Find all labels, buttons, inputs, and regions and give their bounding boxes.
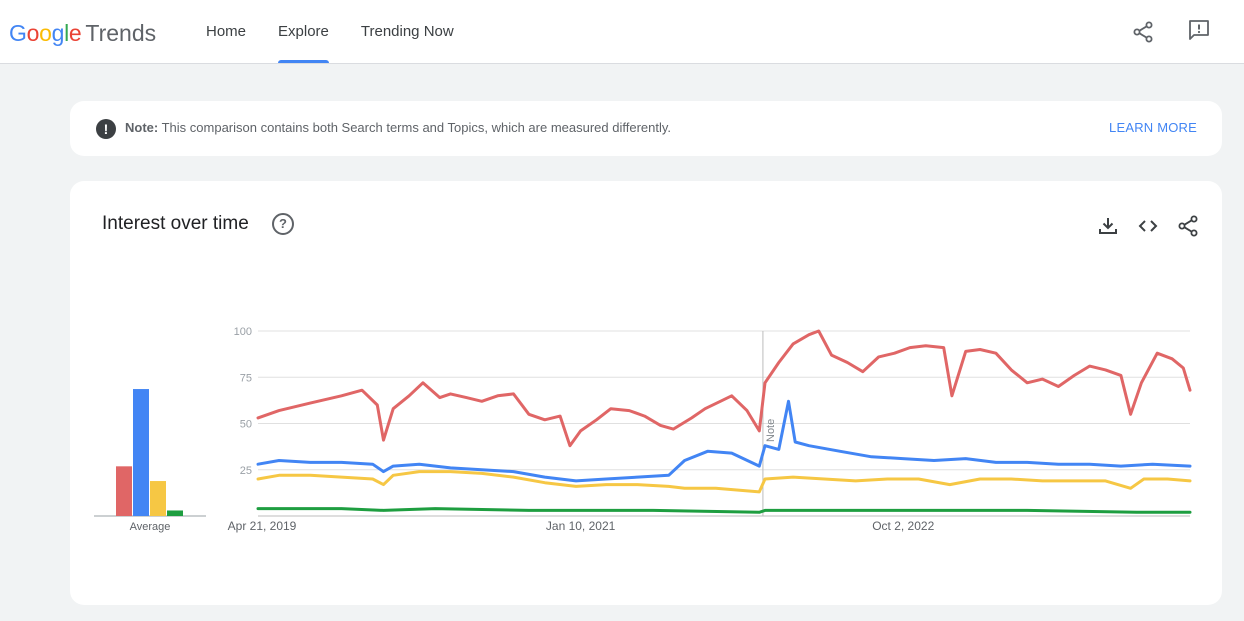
x-tick-label: Jan 10, 2021 bbox=[546, 519, 616, 533]
average-bar-2 bbox=[133, 389, 149, 516]
average-bar-3 bbox=[150, 481, 166, 516]
note-banner: ! Note: This comparison contains both Se… bbox=[70, 101, 1222, 156]
exclamation-icon: ! bbox=[96, 119, 116, 139]
main-nav: Home Explore Trending Now bbox=[190, 0, 470, 63]
top-bar: Google Trends Home Explore Trending Now bbox=[0, 0, 1244, 64]
card-actions bbox=[1096, 214, 1200, 238]
note-label: Note: bbox=[125, 120, 159, 135]
x-tick-label: Apr 21, 2019 bbox=[228, 519, 297, 533]
average-label: Average bbox=[130, 521, 171, 533]
series-line-2 bbox=[256, 399, 1192, 483]
x-tick-label: Oct 2, 2022 bbox=[872, 519, 934, 533]
embed-icon[interactable] bbox=[1136, 214, 1160, 238]
share-icon[interactable] bbox=[1131, 20, 1155, 44]
interest-over-time-card: Interest over time ? bbox=[70, 181, 1222, 605]
note-text: Note: This comparison contains both Sear… bbox=[125, 120, 671, 135]
feedback-icon[interactable] bbox=[1187, 18, 1211, 42]
average-bar-1 bbox=[116, 466, 132, 516]
download-icon[interactable] bbox=[1096, 214, 1120, 238]
y-tick-label: 50 bbox=[240, 419, 252, 431]
nav-explore[interactable]: Explore bbox=[262, 0, 345, 63]
note-marker-label: Note bbox=[765, 419, 777, 442]
share-icon[interactable] bbox=[1176, 214, 1200, 238]
average-bar-4 bbox=[167, 510, 183, 516]
y-tick-label: 25 bbox=[240, 465, 252, 477]
y-tick-label: 100 bbox=[234, 326, 252, 338]
series-line-4 bbox=[256, 507, 1192, 514]
help-icon[interactable]: ? bbox=[272, 213, 294, 235]
learn-more-link[interactable]: LEARN MORE bbox=[1109, 120, 1197, 135]
card-title: Interest over time bbox=[102, 213, 249, 234]
series-line-3 bbox=[256, 470, 1192, 494]
note-message: This comparison contains both Search ter… bbox=[161, 120, 672, 135]
logo-suffix: Trends bbox=[85, 20, 157, 46]
nav-trending-now[interactable]: Trending Now bbox=[360, 23, 454, 40]
logo-word: Google bbox=[9, 20, 82, 46]
y-tick-label: 75 bbox=[240, 372, 252, 384]
google-trends-logo[interactable]: Google Trends bbox=[9, 19, 156, 47]
series-line-1 bbox=[256, 329, 1192, 448]
nav-home[interactable]: Home bbox=[206, 23, 247, 40]
